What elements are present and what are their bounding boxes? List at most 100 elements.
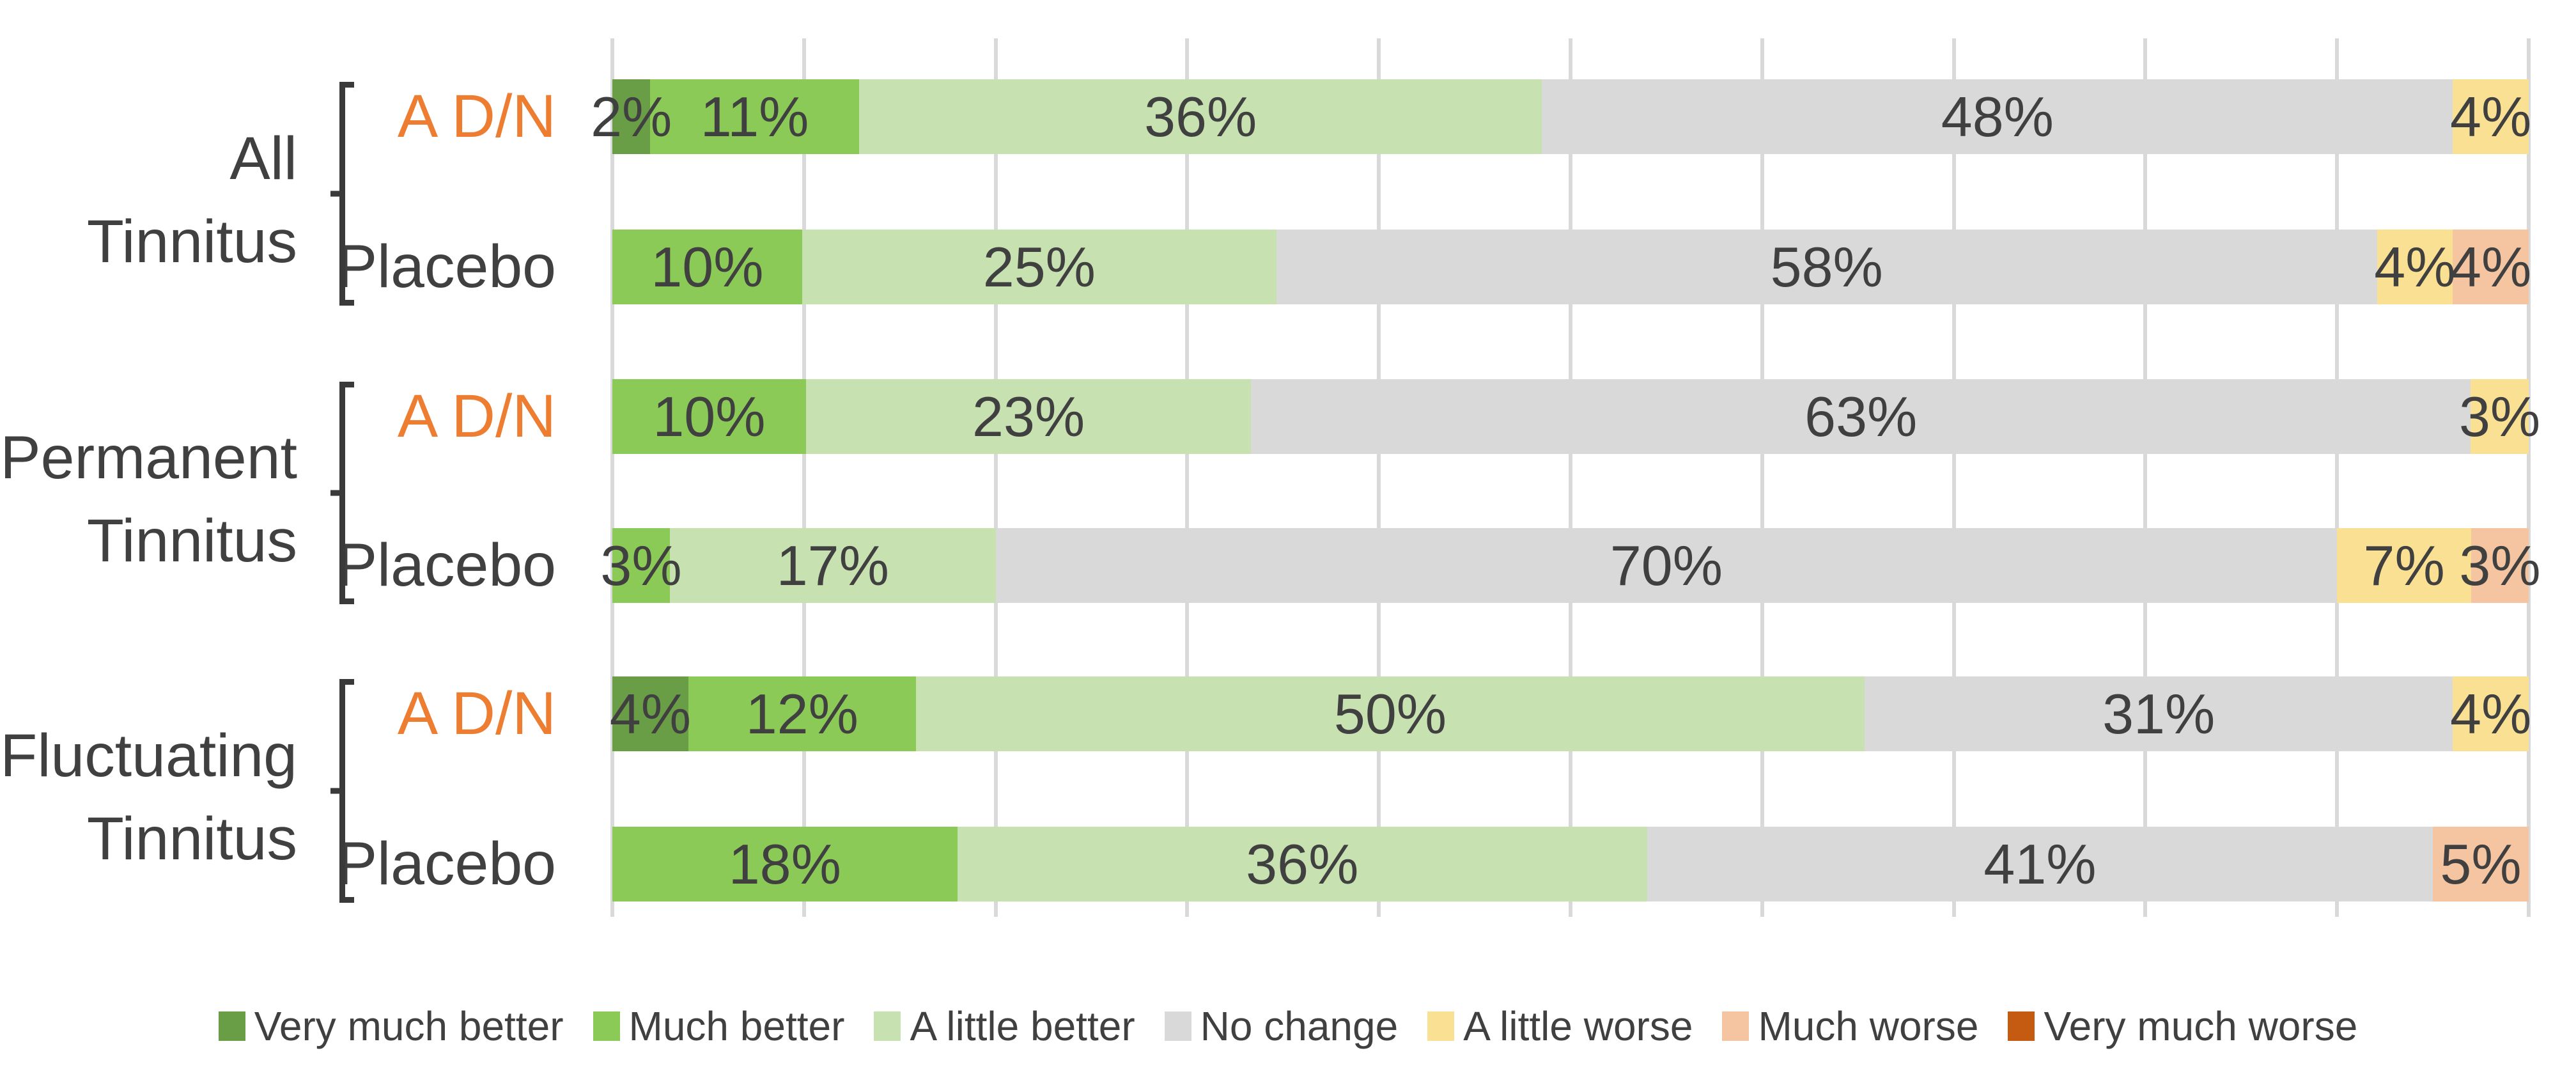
group-label: All Tinnitus [86, 125, 297, 276]
bar-segment: 4% [2450, 676, 2532, 751]
bar-segment: 4% [609, 676, 691, 751]
stacked-bar: 4% 12% 50% 31% 4% [609, 676, 2532, 751]
segment-value-label: 23% [972, 384, 1085, 448]
bar-segment: 12% [688, 676, 916, 751]
vertical-gridline [993, 38, 998, 917]
segment-value-label: 48% [1941, 84, 2054, 148]
segment-value-label: 4% [2374, 235, 2456, 299]
group-label: Fluctuating Tinnitus [0, 722, 297, 873]
segment-value-label: 17% [776, 533, 889, 597]
segment-value-label: 25% [982, 235, 1096, 299]
legend-item: No change [1164, 1003, 1399, 1050]
vertical-gridline [2143, 38, 2148, 917]
legend-swatch-icon [218, 1011, 245, 1041]
bar-segment: 48% [1542, 79, 2453, 154]
legend-item: Much better [593, 1003, 845, 1050]
legend-swatch-icon [593, 1011, 620, 1041]
bar-segment: 70% [995, 528, 2338, 603]
bar-segment: 41% [1647, 827, 2433, 902]
legend-item: A little worse [1427, 1003, 1693, 1050]
segment-value-label: 4% [2450, 235, 2532, 299]
legend-swatch-icon [1427, 1011, 1455, 1041]
bar-segment: 36% [858, 79, 1542, 154]
segment-value-label: 12% [745, 682, 858, 745]
vertical-gridline [610, 38, 614, 917]
segment-value-label: 4% [609, 682, 691, 745]
legend-item: A little better [874, 1003, 1135, 1050]
legend-label: Very much better [254, 1003, 564, 1049]
segment-value-label: 31% [2102, 682, 2215, 745]
segment-value-label: 5% [2440, 832, 2522, 896]
bar-segment: 63% [1251, 379, 2471, 454]
legend-swatch-icon [1722, 1011, 1750, 1041]
segment-value-label: 36% [1246, 832, 1359, 896]
legend-swatch-icon [1164, 1011, 1191, 1041]
segment-value-label: 18% [728, 832, 841, 896]
legend-label: No change [1200, 1003, 1399, 1049]
bar-segment: 4% [2450, 230, 2532, 304]
segment-value-label: 10% [653, 384, 766, 448]
plot-area: 2% 11% 36% 48% 4% 10% 25% 58% 4% 4% 10% 23% 63% 3% 3% 1… [591, 38, 2541, 917]
segment-value-label: 4% [2450, 682, 2532, 745]
segment-value-label: 50% [1333, 682, 1447, 745]
segment-value-label: 7% [2363, 533, 2445, 597]
bar-segment: 58% [1276, 230, 2377, 304]
bar-segment: 31% [1865, 676, 2453, 751]
vertical-gridline [2527, 38, 2531, 917]
bar-segment: 36% [957, 827, 1647, 902]
vertical-gridline [2335, 38, 2339, 917]
segment-value-label: 3% [2458, 384, 2541, 448]
segment-value-label: 10% [651, 235, 764, 299]
legend-item: Very much better [218, 1003, 564, 1050]
bar-segment: 3% [600, 528, 682, 603]
legend-item: Very much worse [2008, 1003, 2357, 1050]
bar-segment: 25% [802, 230, 1276, 304]
legend-swatch-icon [874, 1011, 901, 1041]
vertical-gridline [1760, 38, 1764, 917]
bar-segment: 7% [2337, 528, 2472, 603]
segment-value-label: 63% [1804, 384, 1918, 448]
segment-value-label: 4% [2450, 84, 2532, 148]
series-label: Placebo [336, 233, 556, 301]
legend-label: Much better [628, 1003, 845, 1049]
segment-value-label: 3% [600, 533, 682, 597]
bar-segment: 2% [591, 79, 672, 154]
stacked-bar: 18% 36% 41% 5% [612, 827, 2529, 902]
group-label: Permanent Tinnitus [0, 424, 297, 575]
segment-value-label: 2% [591, 84, 672, 148]
series-label: A D/N [397, 82, 556, 150]
segment-value-label: 41% [1983, 832, 2097, 896]
stacked-bar: 2% 11% 36% 48% 4% [591, 79, 2532, 154]
series-label: Placebo [336, 531, 556, 599]
vertical-gridline [802, 38, 806, 917]
segment-value-label: 70% [1610, 533, 1723, 597]
segment-value-label: 36% [1144, 84, 1257, 148]
legend-label: Much worse [1758, 1003, 1979, 1049]
chart-legend: Very much better Much better A little bett… [0, 997, 2576, 1055]
stacked-bar: 3% 17% 70% 7% 3% [600, 528, 2541, 603]
series-label: Placebo [336, 830, 556, 898]
bar-segment: 3% [2459, 379, 2540, 454]
segment-value-label: 3% [2459, 533, 2541, 597]
group-bracket [330, 679, 354, 903]
bar-segment: 18% [612, 827, 958, 902]
vertical-gridline [1377, 38, 1381, 917]
legend-label: A little worse [1463, 1003, 1693, 1049]
group-bracket [330, 382, 354, 604]
bar-segment: 50% [915, 676, 1865, 751]
bar-segment: 11% [650, 79, 859, 154]
vertical-gridline [1185, 38, 1190, 917]
legend-label: Very much worse [2044, 1003, 2358, 1049]
segment-value-label: 58% [1770, 235, 1883, 299]
vertical-gridline [1569, 38, 1572, 917]
group-bracket [330, 82, 354, 306]
bar-segment: 23% [805, 379, 1252, 454]
bar-segment: 4% [2450, 79, 2532, 154]
legend-swatch-icon [2008, 1011, 2035, 1041]
bar-segment: 10% [612, 379, 806, 454]
vertical-gridline [1951, 38, 1956, 917]
series-label: A D/N [397, 382, 556, 450]
segment-value-label: 11% [700, 84, 809, 148]
bar-segment: 17% [669, 528, 996, 603]
bar-segment: 3% [2459, 528, 2541, 603]
